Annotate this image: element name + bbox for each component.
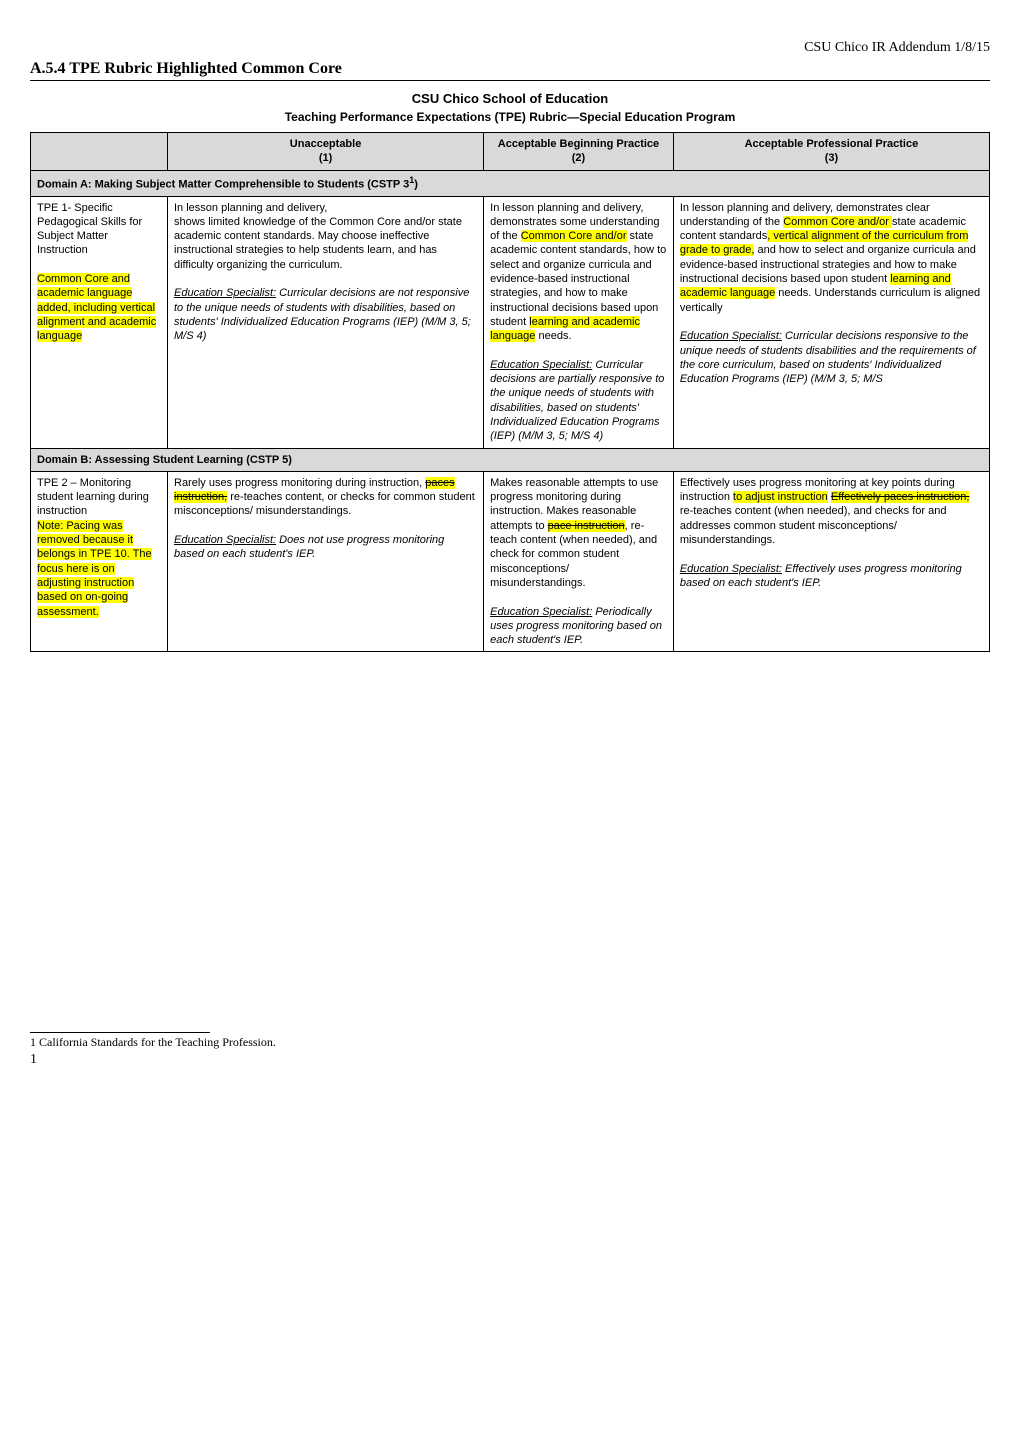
tpe1-row: TPE 1- Specific Pedagogical Skills for S… (31, 196, 990, 448)
tpe1-col3: In lesson planning and delivery, demonst… (673, 196, 989, 448)
domain-a-row: Domain A: Making Subject Matter Comprehe… (31, 170, 990, 196)
col-beginning: Acceptable Beginning Practice(2) (484, 133, 674, 171)
tpe2-row: TPE 2 – Monitoring student learning duri… (31, 471, 990, 652)
rubric-table: Unacceptable(1) Acceptable Beginning Pra… (30, 132, 990, 652)
tpe1-col2: In lesson planning and delivery, demonst… (484, 196, 674, 448)
tpe2-col3: Effectively uses progress monitoring at … (673, 471, 989, 652)
school-name: CSU Chico School of Education (30, 91, 990, 106)
header-addendum: CSU Chico IR Addendum 1/8/15 (30, 40, 990, 56)
domain-a-label: Domain A: Making Subject Matter Comprehe… (31, 170, 990, 196)
doc-title: A.5.4 TPE Rubric Highlighted Common Core (30, 60, 990, 81)
tpe2-col2: Makes reasonable attempts to use progres… (484, 471, 674, 652)
tpe2-name: TPE 2 – Monitoring student learning duri… (31, 471, 168, 652)
domain-b-row: Domain B: Assessing Student Learning (CS… (31, 448, 990, 471)
tpe1-name: TPE 1- Specific Pedagogical Skills for S… (31, 196, 168, 448)
tpe2-col1: Rarely uses progress monitoring during i… (168, 471, 484, 652)
col-unacceptable: Unacceptable(1) (168, 133, 484, 171)
program-title: Teaching Performance Expectations (TPE) … (30, 110, 990, 124)
footnote-separator (30, 1032, 210, 1033)
col-professional: Acceptable Professional Practice(3) (673, 133, 989, 171)
col-blank (31, 133, 168, 171)
domain-b-label: Domain B: Assessing Student Learning (CS… (31, 448, 990, 471)
tpe1-col1: In lesson planning and delivery, shows l… (168, 196, 484, 448)
page-number: 1 (30, 1052, 990, 1068)
header-row: Unacceptable(1) Acceptable Beginning Pra… (31, 133, 990, 171)
footnote-text: 1 California Standards for the Teaching … (30, 1035, 990, 1050)
